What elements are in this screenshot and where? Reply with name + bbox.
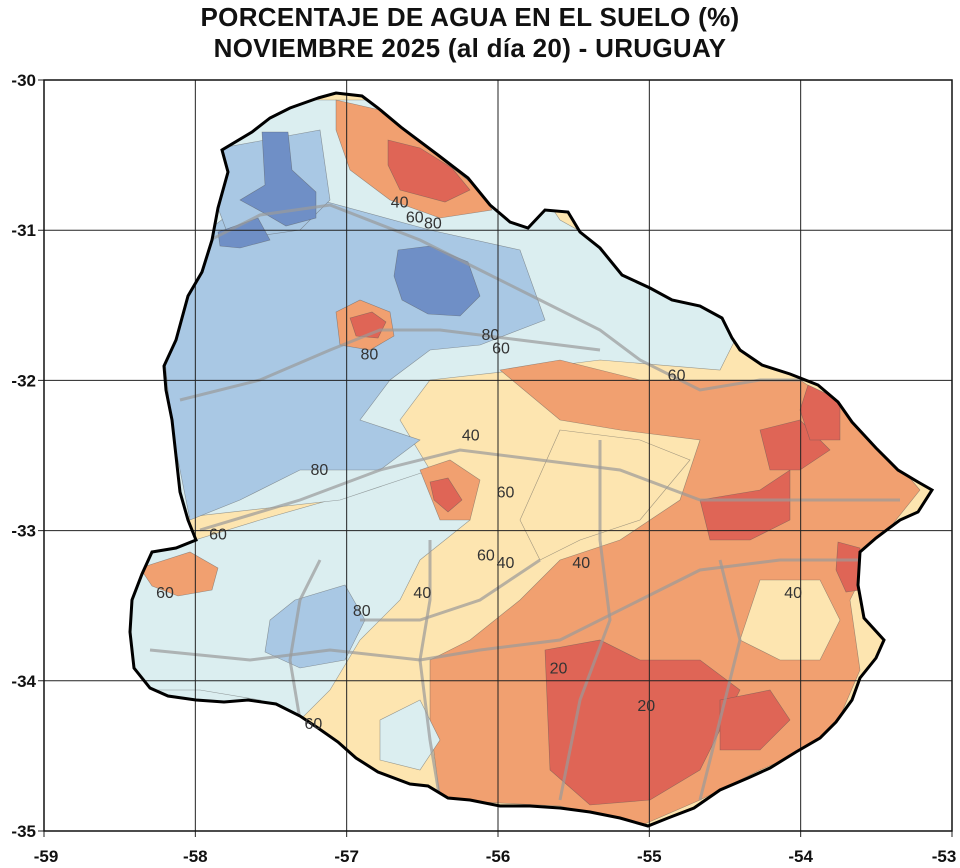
- y-tick-label: -34: [11, 672, 36, 691]
- moisture-zone-darkblue: [239, 131, 317, 227]
- x-tick-label: -54: [788, 847, 813, 866]
- contour-label: 60: [492, 340, 510, 357]
- contour-label: 60: [209, 527, 227, 544]
- y-tick-label: -35: [11, 822, 36, 841]
- contour-label: 40: [497, 555, 515, 572]
- x-tick-label: -57: [334, 847, 359, 866]
- map-title-line2: NOVIEMBRE 2025 (al día 20) - URUGUAY: [213, 33, 727, 63]
- contour-label: 80: [482, 327, 500, 344]
- road-line: [558, 440, 612, 801]
- moisture-zone-red: [387, 139, 471, 203]
- contour-label: 60: [304, 716, 322, 733]
- y-tick-label: -33: [11, 522, 36, 541]
- map-frame: [43, 79, 953, 832]
- moisture-zone-orange: [139, 551, 219, 597]
- x-tick-label: -58: [183, 847, 208, 866]
- y-tick-label: -31: [11, 221, 36, 240]
- contour-label: 40: [462, 427, 480, 444]
- moisture-zone-blue: [264, 584, 366, 669]
- moisture-zone-red: [429, 477, 463, 513]
- contour-label: 40: [572, 555, 590, 572]
- contour-label: 60: [668, 367, 686, 384]
- contour-label: 20: [550, 660, 568, 677]
- contour-label: 60: [477, 548, 495, 565]
- contour-label: 80: [360, 346, 378, 363]
- road-line: [189, 203, 820, 392]
- contour-label: 40: [784, 585, 802, 602]
- x-tick-label: -53: [932, 847, 957, 866]
- x-tick-label: -59: [34, 847, 59, 866]
- y-tick-label: -32: [11, 371, 36, 390]
- y-tick-label: -30: [11, 71, 36, 90]
- contour-label: 20: [637, 698, 655, 715]
- road-line: [199, 448, 900, 532]
- axis-ticks: -59 -58 -57 -56 -55 -54 -53 -30 -31 -32 -33 -34 -35: [11, 71, 956, 866]
- x-tick-label: -55: [637, 847, 662, 866]
- moisture-zone-red: [835, 541, 861, 593]
- contour-label: 80: [311, 462, 329, 479]
- x-tick-label: -56: [486, 847, 511, 866]
- road-line: [288, 559, 322, 721]
- road-line: [360, 558, 541, 622]
- contour-label: 40: [391, 195, 409, 212]
- contour-label: 80: [424, 216, 442, 233]
- moisture-zone-red: [719, 689, 791, 751]
- contour-label: 80: [353, 603, 371, 620]
- map-title-line1: PORCENTAJE DE AGUA EN EL SUELO (%): [200, 2, 740, 32]
- moisture-zone-lightblue: [379, 699, 441, 771]
- road-line: [698, 559, 742, 801]
- contour-label: 60: [156, 585, 174, 602]
- contour-label: 60: [406, 210, 424, 227]
- moisture-zone-red: [699, 469, 791, 541]
- contour-label: 40: [413, 585, 431, 602]
- contour-label: 60: [497, 485, 515, 502]
- road-line: [418, 540, 442, 801]
